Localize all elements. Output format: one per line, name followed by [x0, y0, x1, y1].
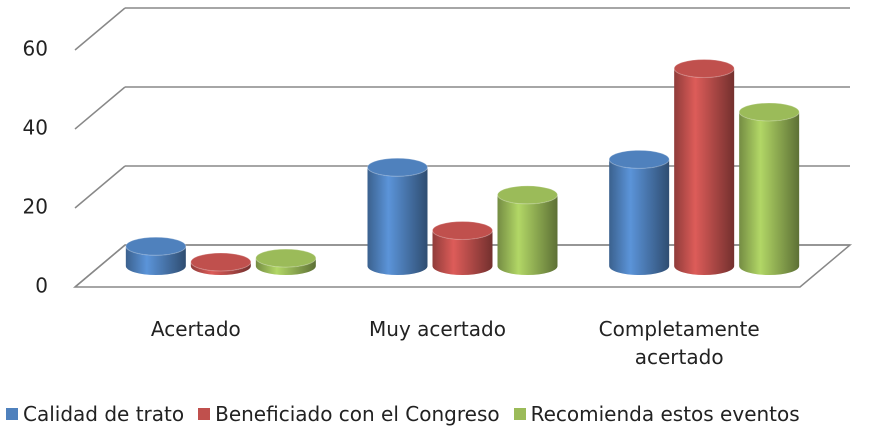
cylinder	[609, 159, 670, 275]
grid-line-side	[74, 86, 126, 130]
legend-item: Recomienda estos eventos	[513, 402, 800, 426]
legend-item: Calidad de trato	[6, 402, 184, 426]
cylinder	[497, 194, 558, 275]
legend-label: Beneficiado con el Congreso	[215, 402, 500, 426]
cylinder-top	[608, 149, 670, 169]
cylinder-top	[497, 185, 558, 205]
cylinder-top	[190, 252, 252, 272]
cylinder	[739, 111, 800, 275]
cylinder-top	[673, 59, 735, 78]
y-tick-label: 60	[23, 37, 48, 61]
cylinder	[367, 167, 428, 275]
plot: 0 20 40 60	[23, 7, 853, 298]
legend-swatch	[6, 408, 18, 420]
y-tick-label: 20	[23, 195, 48, 219]
y-tick-label: 0	[35, 274, 48, 298]
legend-swatch	[513, 408, 526, 420]
legend-item: Beneficiado con el Congreso	[198, 402, 500, 426]
grid-line-side	[74, 7, 126, 51]
cylinder	[125, 246, 186, 275]
cylinder-top	[255, 248, 317, 268]
cylinder-top	[125, 236, 187, 256]
cylinder-top	[738, 102, 800, 122]
x-tick-label: Completamente acertado	[598, 317, 760, 369]
legend-swatch	[198, 408, 211, 420]
legend: Calidad de trato Beneficiado con el Congr…	[6, 402, 800, 426]
legend-label: Recomienda estos eventos	[530, 402, 800, 426]
y-tick-label: 40	[23, 116, 48, 140]
cylinder	[432, 230, 493, 275]
cylinder-top	[367, 157, 428, 177]
cylinder	[255, 258, 316, 275]
grid-line-side	[74, 244, 126, 288]
legend-label: Calidad de trato	[23, 402, 185, 426]
x-tick-label: Muy acertado	[369, 317, 506, 341]
cylinder	[674, 68, 735, 275]
cylinder	[190, 262, 251, 275]
x-tick-label: Acertado	[150, 317, 241, 341]
grid-line-side	[74, 165, 126, 209]
cylinder-top	[432, 220, 493, 240]
